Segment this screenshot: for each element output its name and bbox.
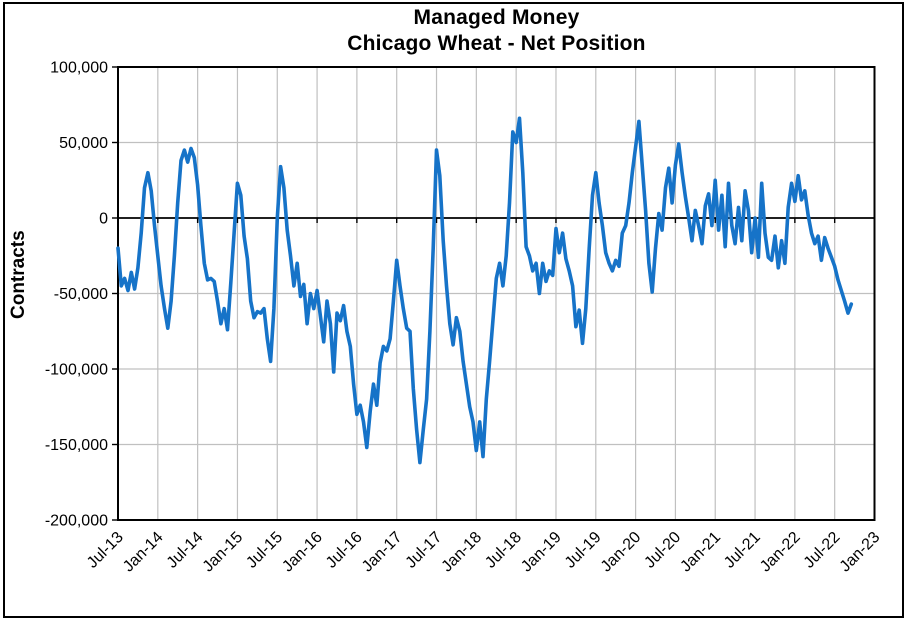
chart-title-line2: Chicago Wheat - Net Position: [347, 32, 646, 55]
x-tick-label: Jan-14: [120, 529, 167, 576]
y-tick-label: 50,000: [59, 135, 108, 152]
y-tick-label: -100,000: [45, 362, 108, 379]
y-tick-label: 0: [99, 211, 108, 228]
x-tick-label: Jan-18: [439, 529, 486, 576]
x-tick-label: Jan-21: [677, 529, 724, 576]
x-tick-label: Jan-19: [518, 529, 565, 576]
x-tick-label: Jan-17: [359, 529, 406, 576]
chart-title-line1: Managed Money: [413, 6, 580, 29]
x-tick-label: Jan-22: [757, 529, 804, 576]
y-tick-label: 100,000: [50, 60, 108, 77]
net-position-line: [116, 116, 854, 465]
x-tick-label: Jan-20: [598, 529, 645, 576]
x-tick-label: Jan-23: [837, 529, 884, 576]
chart-title: Managed Money Chicago Wheat - Net Positi…: [118, 5, 875, 57]
y-tick-label: -50,000: [54, 286, 108, 303]
x-tick-label: Jan-16: [279, 529, 326, 576]
x-tick-label: Jan-15: [200, 529, 247, 576]
y-tick-label: -150,000: [45, 437, 108, 454]
y-tick-label: -200,000: [45, 513, 108, 530]
